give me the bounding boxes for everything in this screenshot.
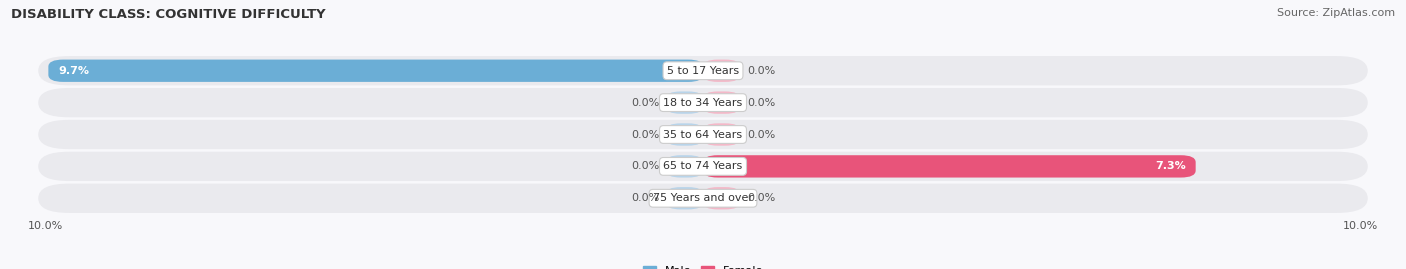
FancyBboxPatch shape xyxy=(38,56,1368,85)
FancyBboxPatch shape xyxy=(48,59,703,82)
FancyBboxPatch shape xyxy=(666,123,703,146)
Text: 0.0%: 0.0% xyxy=(747,66,775,76)
Text: 7.3%: 7.3% xyxy=(1154,161,1185,171)
FancyBboxPatch shape xyxy=(703,187,740,210)
Text: Source: ZipAtlas.com: Source: ZipAtlas.com xyxy=(1277,8,1395,18)
Text: 75 Years and over: 75 Years and over xyxy=(652,193,754,203)
Text: 35 to 64 Years: 35 to 64 Years xyxy=(664,129,742,140)
FancyBboxPatch shape xyxy=(38,88,1368,117)
Legend: Male, Female: Male, Female xyxy=(638,261,768,269)
Text: 0.0%: 0.0% xyxy=(631,193,659,203)
FancyBboxPatch shape xyxy=(666,187,703,210)
FancyBboxPatch shape xyxy=(38,120,1368,149)
Text: 0.0%: 0.0% xyxy=(747,129,775,140)
Text: 0.0%: 0.0% xyxy=(631,129,659,140)
FancyBboxPatch shape xyxy=(703,123,740,146)
Text: 10.0%: 10.0% xyxy=(28,221,63,231)
FancyBboxPatch shape xyxy=(703,91,740,114)
FancyBboxPatch shape xyxy=(703,155,1195,178)
Text: 5 to 17 Years: 5 to 17 Years xyxy=(666,66,740,76)
FancyBboxPatch shape xyxy=(38,184,1368,213)
Text: 0.0%: 0.0% xyxy=(747,98,775,108)
FancyBboxPatch shape xyxy=(38,152,1368,181)
Text: 0.0%: 0.0% xyxy=(747,193,775,203)
Text: 0.0%: 0.0% xyxy=(631,98,659,108)
Text: DISABILITY CLASS: COGNITIVE DIFFICULTY: DISABILITY CLASS: COGNITIVE DIFFICULTY xyxy=(11,8,326,21)
Text: 9.7%: 9.7% xyxy=(59,66,90,76)
Text: 65 to 74 Years: 65 to 74 Years xyxy=(664,161,742,171)
FancyBboxPatch shape xyxy=(666,91,703,114)
FancyBboxPatch shape xyxy=(703,59,740,82)
Text: 18 to 34 Years: 18 to 34 Years xyxy=(664,98,742,108)
Text: 0.0%: 0.0% xyxy=(631,161,659,171)
FancyBboxPatch shape xyxy=(666,155,703,178)
Text: 10.0%: 10.0% xyxy=(1343,221,1378,231)
